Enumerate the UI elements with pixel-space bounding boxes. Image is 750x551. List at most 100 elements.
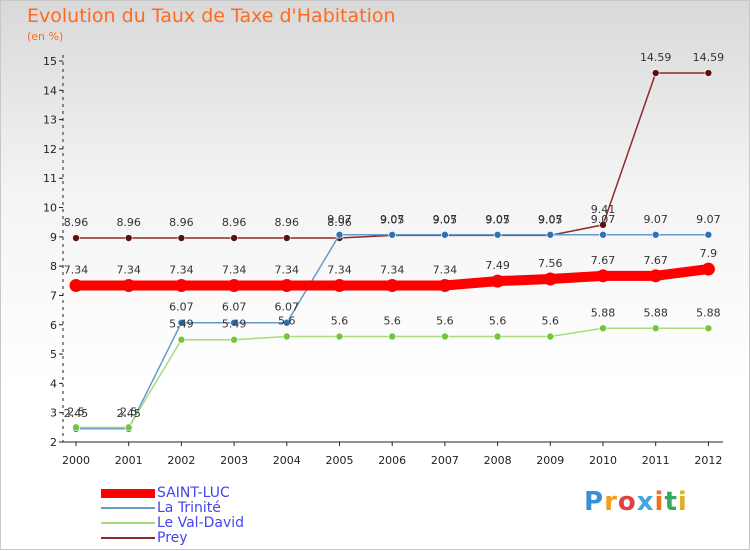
data-label: 7.49	[485, 259, 510, 272]
data-label: 5.6	[331, 314, 349, 327]
legend-label: SAINT-LUC	[157, 485, 230, 501]
y-tick-label: 5	[50, 348, 57, 361]
data-label: 5.88	[696, 306, 721, 319]
data-label: 9.41	[591, 203, 616, 216]
x-tick-label: 2002	[167, 454, 195, 467]
data-point	[72, 234, 80, 242]
data-label: 5.88	[643, 306, 668, 319]
axes: 2 3 4 5 6 7 8 9 10 11 12 13 14 15 2000 2001 2002 2003 2004…	[43, 55, 723, 467]
x-tick-label: 2003	[220, 454, 248, 467]
data-label: 9.05	[538, 213, 563, 226]
data-point	[388, 332, 397, 341]
data-point	[388, 230, 397, 239]
data-point	[651, 324, 660, 333]
x-tick-label: 2008	[484, 454, 512, 467]
data-point	[227, 278, 241, 292]
data-label: 7.56	[538, 257, 563, 270]
data-label: 9.07	[643, 213, 668, 226]
y-tick-label: 9	[50, 231, 57, 244]
data-point	[335, 332, 344, 341]
logo-letter: P	[584, 487, 605, 517]
data-labels-layer: 8.96 8.96 8.96 8.96 8.96 8.96 9.05 9.05 9.05 9.05…	[64, 51, 724, 420]
data-label: 7.34	[380, 263, 405, 276]
legend-item: La Trinité	[101, 500, 221, 516]
data-label: 7.67	[591, 254, 616, 267]
data-point	[651, 69, 660, 77]
logo-letter: r	[604, 487, 618, 517]
x-tick-label: 2005	[326, 454, 354, 467]
data-label: 2.5	[120, 405, 138, 418]
data-point	[441, 230, 449, 239]
legend-item: Le Val-David	[101, 515, 244, 531]
y-tick-label: 7	[50, 289, 57, 302]
data-point	[174, 278, 188, 292]
legend-label: Prey	[157, 530, 188, 546]
logo-letter: x	[636, 487, 655, 517]
data-label: 9.07	[591, 213, 616, 226]
legend-item: SAINT-LUC	[101, 485, 230, 501]
legend-swatch	[101, 488, 155, 498]
x-tick-label: 2012	[694, 454, 722, 467]
data-label: 7.9	[700, 247, 718, 260]
data-label: 8.96	[275, 216, 300, 229]
data-label: 7.34	[275, 263, 300, 276]
data-label: 9.07	[485, 213, 510, 226]
data-label: 14.59	[640, 51, 672, 64]
data-label: 5.6	[278, 314, 296, 327]
legend-swatch	[101, 507, 155, 509]
data-point	[385, 278, 399, 292]
x-tick-label: 2006	[378, 454, 406, 467]
data-point	[230, 335, 238, 344]
chart-title: Evolution du Taux de Taxe d'Habitation	[27, 5, 396, 27]
data-label: 2.45	[116, 407, 141, 420]
data-label: 5.49	[169, 318, 194, 331]
data-point	[441, 332, 449, 341]
data-point	[177, 335, 186, 344]
proxiti-logo: Proxiti	[584, 487, 688, 517]
data-label: 6.07	[169, 301, 194, 314]
data-label: 7.67	[643, 254, 668, 267]
data-point	[493, 332, 502, 341]
data-label: 8.96	[327, 216, 352, 229]
data-label: 5.6	[383, 314, 401, 327]
data-point	[491, 274, 505, 288]
x-tick-label: 2011	[642, 454, 670, 467]
data-point	[599, 221, 607, 229]
y-tick-label: 8	[50, 260, 57, 273]
data-label: 9.05	[485, 213, 510, 226]
logo-letter: i	[654, 487, 665, 517]
x-tick-label: 2000	[62, 454, 90, 467]
data-point	[543, 272, 557, 286]
data-point	[546, 332, 555, 341]
y-tick-label: 6	[50, 319, 57, 332]
data-label: 8.96	[169, 216, 194, 229]
y-tick-label: 2	[50, 436, 57, 449]
data-point	[333, 278, 346, 292]
data-label: 9.07	[327, 213, 352, 226]
data-point	[124, 423, 133, 432]
data-label: 6.07	[222, 301, 247, 314]
data-point	[599, 230, 607, 239]
data-label: 8.96	[222, 216, 247, 229]
legend-swatch	[101, 522, 155, 524]
data-label: 14.59	[693, 51, 725, 64]
data-label: 8.96	[116, 216, 141, 229]
data-point	[230, 318, 238, 327]
data-label: 5.49	[222, 318, 247, 331]
data-label: 9.05	[380, 213, 405, 226]
legend-item: Prey	[101, 530, 188, 546]
y-tick-label: 15	[43, 55, 57, 68]
data-point	[704, 230, 713, 239]
data-point	[649, 269, 663, 283]
data-label: 9.07	[696, 213, 721, 226]
data-point	[596, 269, 610, 283]
data-point	[335, 230, 344, 239]
data-point	[599, 324, 607, 333]
data-label: 7.34	[433, 263, 458, 276]
data-point	[280, 278, 294, 292]
data-label: 7.34	[169, 263, 194, 276]
data-label: 9.05	[433, 213, 458, 226]
y-tick-label: 14	[43, 84, 57, 97]
data-point	[438, 278, 452, 292]
